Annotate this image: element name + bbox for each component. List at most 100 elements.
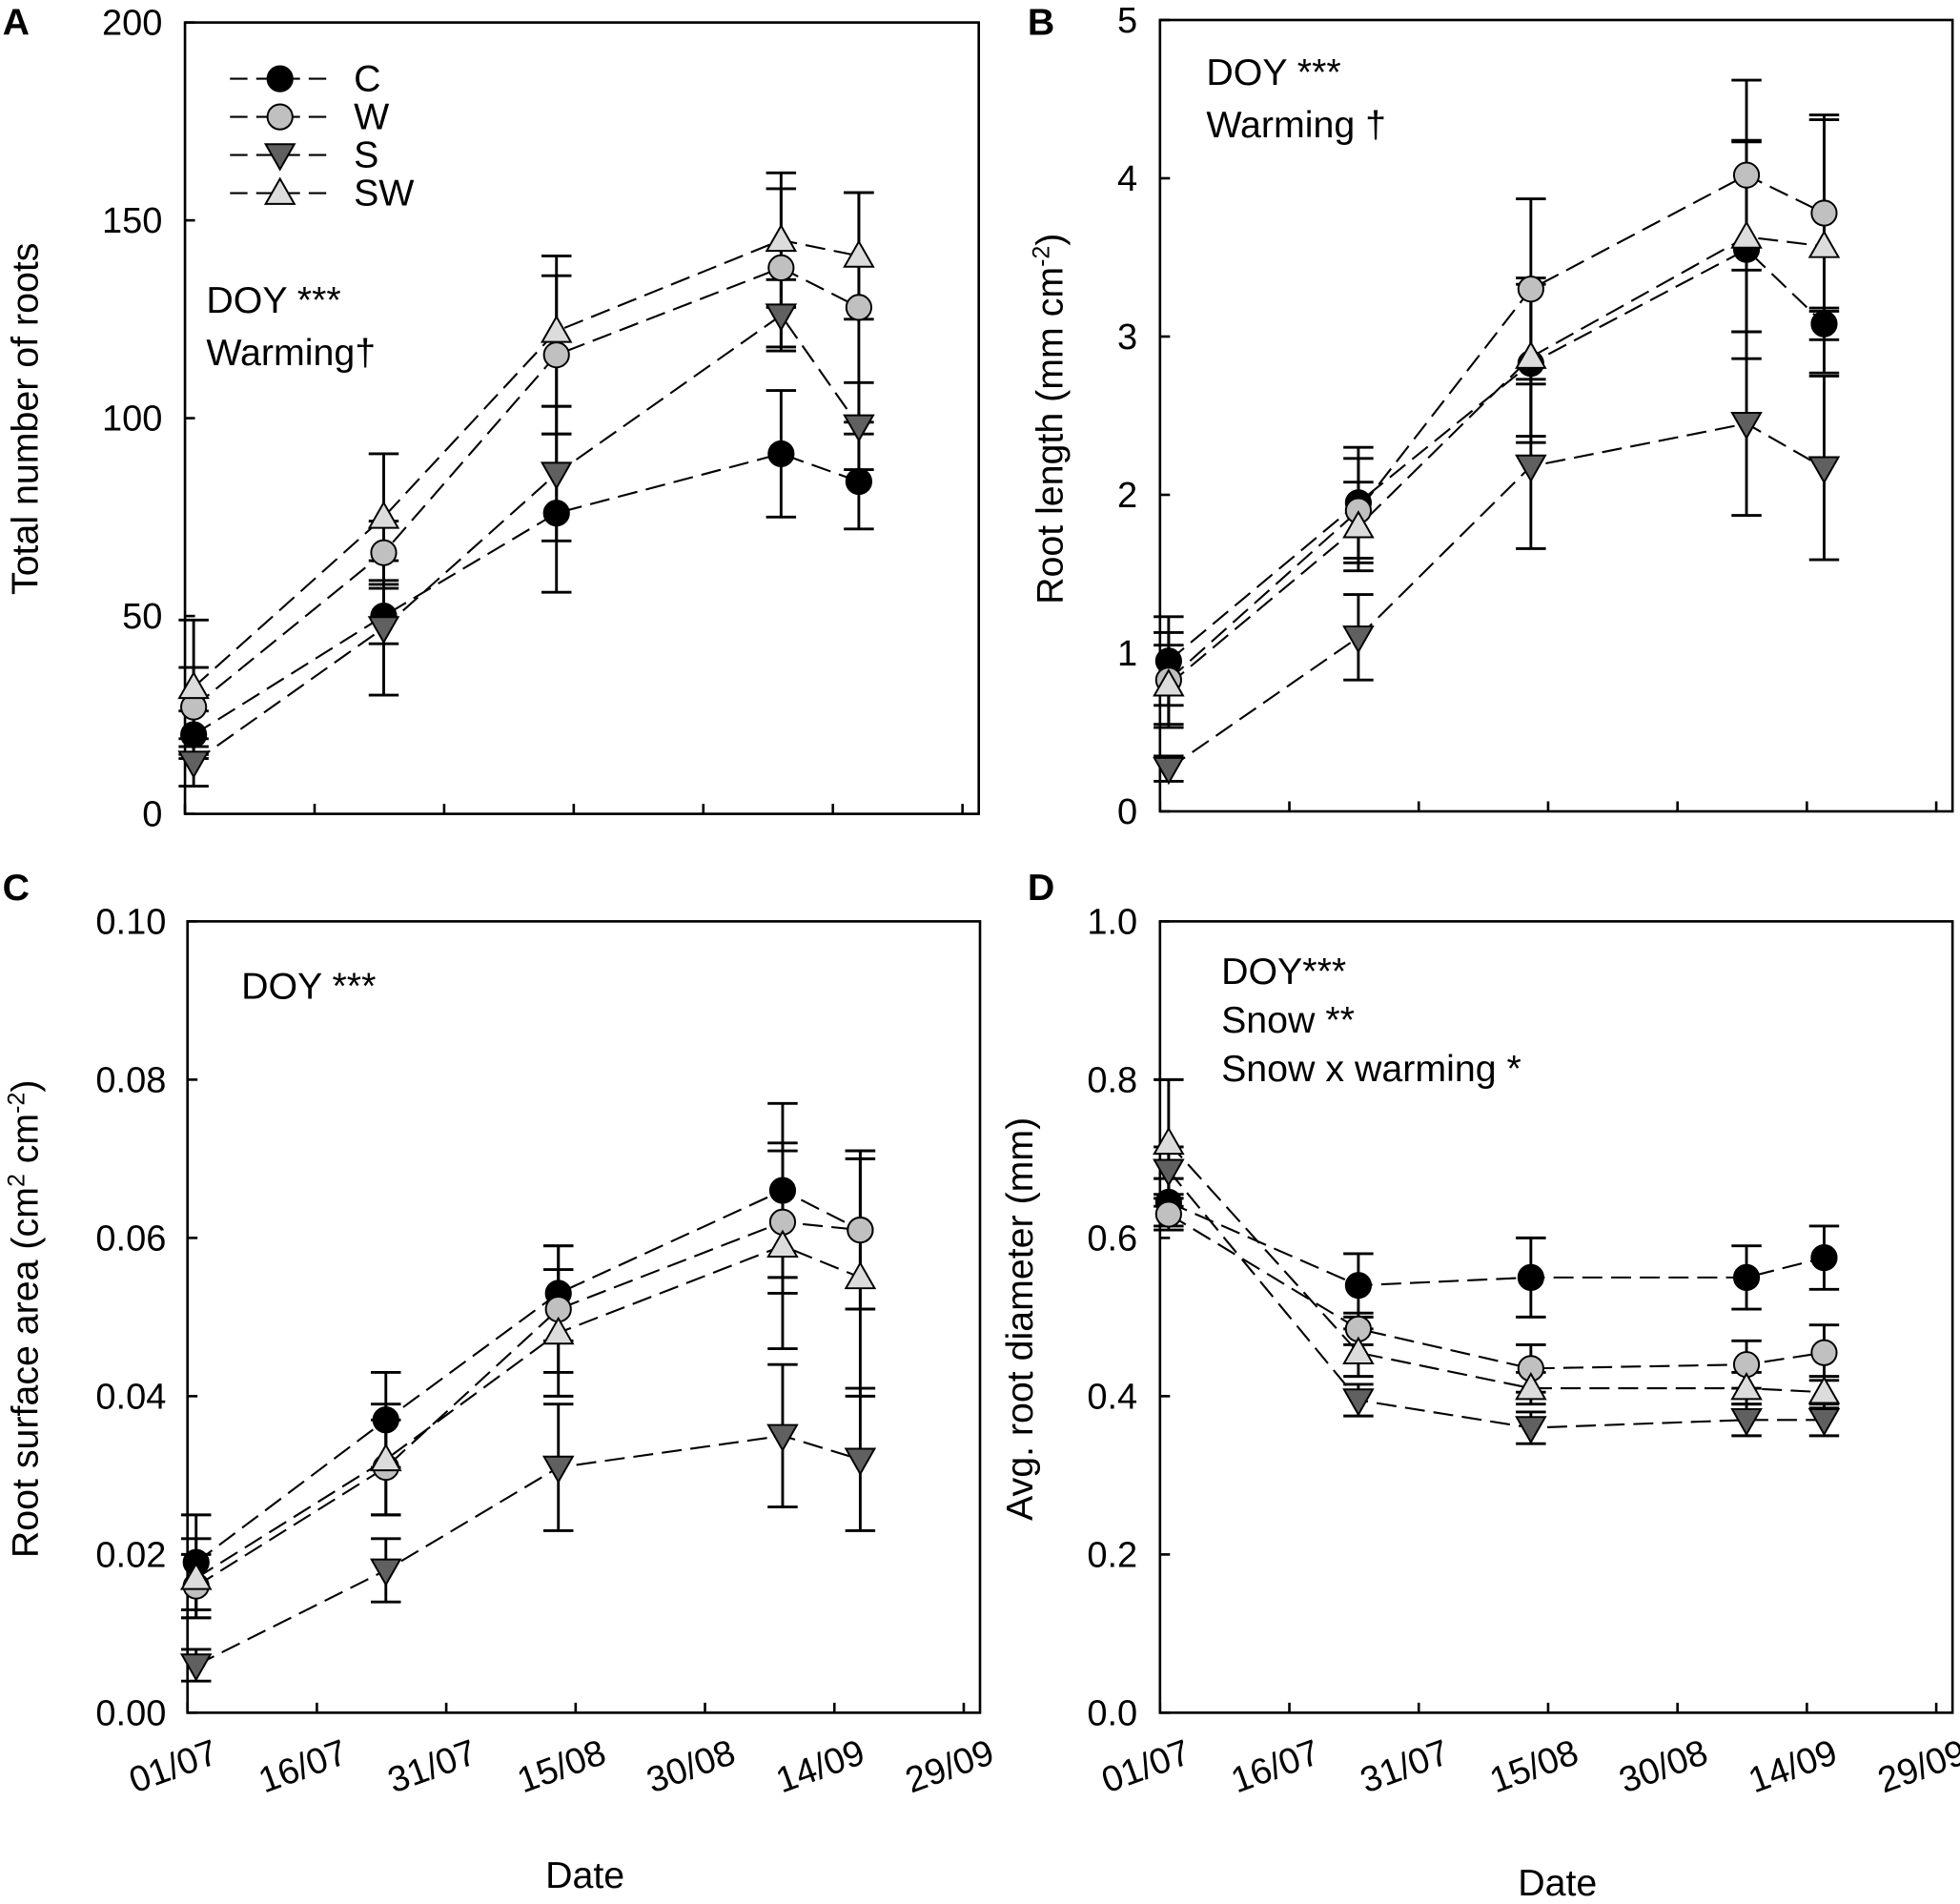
data-point-W — [1732, 161, 1761, 189]
data-point-SW — [263, 176, 296, 205]
panel-letter: B — [1028, 2, 1054, 44]
data-point-S — [1153, 1158, 1185, 1187]
data-point-S — [1342, 1388, 1375, 1417]
x-tick-label: 15/08 — [512, 1732, 611, 1801]
data-point-C — [1810, 1244, 1838, 1272]
data-point-C — [542, 500, 570, 527]
stat-annotation: Warming† — [206, 332, 376, 374]
legend-label: W — [354, 96, 389, 138]
data-point-S — [179, 1653, 213, 1682]
stat-annotation: Snow ** — [1221, 999, 1355, 1041]
x-tick-label: 01/07 — [1096, 1732, 1195, 1801]
data-point-W — [370, 539, 398, 566]
y-tick-label: 1.0 — [1087, 902, 1137, 942]
data-point-S — [1807, 1407, 1841, 1437]
series-C — [178, 389, 874, 760]
series-SW — [178, 171, 874, 756]
y-tick-label: 4 — [1117, 159, 1137, 199]
data-point-SW — [844, 1260, 877, 1290]
data-point-W — [767, 254, 795, 282]
plot-frame — [186, 920, 982, 1714]
panel-letter: A — [3, 2, 30, 44]
stat-annotation: DOY *** — [1206, 51, 1340, 93]
y-tick-label: 50 — [122, 597, 162, 637]
y-axis-label: Root length (mm cm-2) — [1029, 234, 1072, 604]
y-axis-label: Avg. root diameter (mm) — [999, 1117, 1041, 1521]
data-point-W — [1154, 1200, 1182, 1228]
x-tick-label: 16/07 — [1226, 1732, 1325, 1801]
data-point-S — [1730, 1407, 1763, 1437]
data-point-S — [540, 461, 573, 490]
panel-letter: D — [1028, 867, 1054, 909]
y-tick-label: 2 — [1117, 476, 1137, 516]
y-axis-label-part: Avg. root diameter (mm) — [999, 1117, 1041, 1521]
stat-annotation: DOY *** — [206, 279, 340, 321]
data-point-SW — [541, 1316, 575, 1345]
stat-annotation: Warming † — [1206, 104, 1386, 146]
data-point-S — [844, 1447, 877, 1476]
legend-label: C — [354, 58, 380, 100]
series-line-C — [193, 452, 860, 736]
series-SW — [1154, 118, 1840, 727]
data-point-SW — [540, 315, 573, 343]
series-line-SW — [1168, 1142, 1825, 1394]
data-point-W — [1810, 1339, 1838, 1366]
x-tick-label: 14/09 — [771, 1732, 870, 1801]
data-point-S — [263, 143, 296, 172]
y-axis-label-part: -2 — [1029, 246, 1055, 267]
y-axis-label: Root surface area (cm2 cm-2) — [3, 1080, 46, 1559]
series-line-W — [195, 1220, 861, 1587]
y-tick-label: 0.10 — [95, 902, 166, 942]
data-point-SW — [367, 501, 400, 529]
data-point-W — [1810, 199, 1838, 227]
x-tick-label: 30/08 — [642, 1732, 741, 1801]
data-point-SW — [1342, 510, 1375, 539]
y-tick-label: 5 — [1117, 1, 1137, 41]
data-point-SW — [370, 1443, 402, 1472]
data-point-SW — [1153, 1126, 1185, 1156]
y-tick-label: 3 — [1117, 317, 1137, 358]
data-point-S — [1807, 456, 1841, 484]
series-line-S — [193, 314, 860, 764]
y-tick-label: 0.02 — [95, 1535, 166, 1575]
y-axis-label-part: Root length (mm cm — [1030, 267, 1072, 604]
x-tick-label: 01/07 — [124, 1732, 223, 1801]
data-point-S — [1153, 756, 1185, 786]
y-axis-label-part: Root surface area (cm — [4, 1187, 46, 1558]
y-tick-label: 0.2 — [1087, 1535, 1137, 1575]
y-axis-label-part: 2 — [3, 1174, 30, 1187]
series-line-C — [1168, 248, 1826, 663]
panel-C: C 0.00 0.02 0.04 0.06 0.08 0.10 01/07 16/07 31/07… — [3, 867, 1000, 1896]
y-axis-label-part: ) — [1030, 234, 1072, 246]
series-SW — [180, 1141, 876, 1620]
x-tick-label: 16/07 — [254, 1732, 353, 1801]
x-tick-label: 31/07 — [1356, 1732, 1455, 1801]
data-point-SW — [1807, 1376, 1841, 1404]
data-point-C — [372, 1406, 399, 1434]
x-tick-label: 14/09 — [1744, 1732, 1843, 1801]
stat-annotation: DOY*** — [1221, 951, 1346, 993]
series-line-S — [1168, 1170, 1825, 1429]
x-tick-label: 29/09 — [900, 1732, 999, 1801]
data-point-C — [1517, 1263, 1544, 1291]
data-point-C — [1344, 1272, 1373, 1300]
x-tick-label: 15/08 — [1484, 1732, 1583, 1801]
data-point-S — [1730, 411, 1763, 440]
series-line-SW — [193, 238, 860, 688]
series-line-SW — [1168, 235, 1825, 686]
data-point-SW — [1807, 230, 1841, 258]
y-tick-label: 0.04 — [95, 1377, 166, 1417]
data-point-C — [768, 1177, 797, 1204]
y-tick-label: 0.0 — [1087, 1693, 1137, 1733]
panel-B: B 0 1 2 3 4 5 Root length (mm cm-2) DOY *** Warmi… — [1028, 1, 1954, 832]
series-C — [1154, 1177, 1840, 1319]
y-tick-label: 0.08 — [95, 1060, 166, 1100]
data-point-C — [266, 65, 294, 92]
legend-item-W: W — [230, 96, 389, 138]
y-tick-label: 0.00 — [95, 1693, 166, 1733]
y-tick-label: 0 — [142, 795, 162, 835]
panel-letter: C — [3, 867, 30, 909]
series-S — [1154, 330, 1840, 783]
data-point-S — [843, 414, 875, 442]
